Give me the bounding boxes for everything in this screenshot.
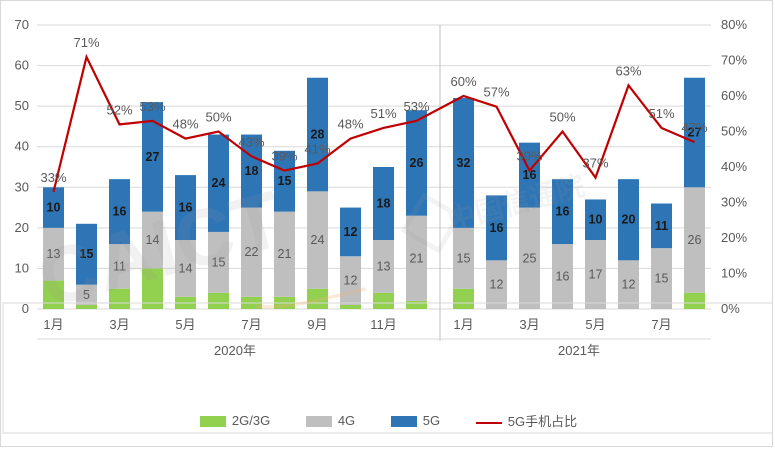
svg-text:13: 13 bbox=[377, 259, 391, 273]
svg-text:53%: 53% bbox=[403, 99, 429, 114]
svg-text:11: 11 bbox=[655, 219, 668, 233]
svg-text:10%: 10% bbox=[721, 266, 747, 281]
svg-text:50%: 50% bbox=[721, 124, 747, 139]
svg-text:48%: 48% bbox=[337, 117, 363, 132]
svg-text:60%: 60% bbox=[450, 74, 476, 89]
svg-text:10: 10 bbox=[47, 201, 61, 215]
svg-text:10: 10 bbox=[589, 213, 603, 227]
svg-text:25: 25 bbox=[523, 251, 537, 265]
svg-text:12: 12 bbox=[490, 278, 504, 292]
svg-text:40%: 40% bbox=[721, 159, 747, 174]
svg-text:7月: 7月 bbox=[241, 317, 261, 332]
svg-text:1月: 1月 bbox=[43, 317, 63, 332]
svg-text:80%: 80% bbox=[721, 17, 747, 32]
svg-text:27: 27 bbox=[146, 150, 160, 164]
svg-text:15: 15 bbox=[655, 272, 669, 286]
svg-text:21: 21 bbox=[278, 247, 292, 261]
svg-text:15: 15 bbox=[212, 255, 226, 269]
svg-text:39%: 39% bbox=[516, 149, 542, 164]
svg-text:24: 24 bbox=[212, 176, 226, 190]
svg-text:40: 40 bbox=[15, 139, 29, 154]
svg-text:22: 22 bbox=[245, 245, 259, 259]
svg-text:33%: 33% bbox=[40, 170, 66, 185]
svg-text:16: 16 bbox=[490, 221, 504, 235]
svg-text:5月: 5月 bbox=[175, 317, 195, 332]
svg-text:28: 28 bbox=[311, 128, 325, 142]
svg-text:21: 21 bbox=[410, 251, 424, 265]
svg-text:18: 18 bbox=[377, 197, 391, 211]
svg-text:7月: 7月 bbox=[651, 317, 671, 332]
svg-text:10: 10 bbox=[15, 260, 29, 275]
svg-text:63%: 63% bbox=[615, 63, 641, 78]
svg-text:48%: 48% bbox=[172, 117, 198, 132]
svg-text:9月: 9月 bbox=[307, 317, 327, 332]
svg-text:16: 16 bbox=[113, 205, 127, 219]
svg-text:2021年: 2021年 bbox=[558, 343, 600, 358]
svg-text:60%: 60% bbox=[721, 88, 747, 103]
svg-text:16: 16 bbox=[179, 201, 193, 215]
svg-text:15: 15 bbox=[457, 251, 471, 265]
svg-text:14: 14 bbox=[179, 261, 193, 275]
svg-text:41%: 41% bbox=[304, 141, 330, 156]
svg-text:11: 11 bbox=[113, 259, 126, 273]
svg-text:13: 13 bbox=[47, 247, 61, 261]
svg-text:12: 12 bbox=[344, 225, 358, 239]
svg-text:37%: 37% bbox=[582, 156, 608, 171]
svg-text:5: 5 bbox=[83, 288, 90, 302]
svg-text:12: 12 bbox=[622, 278, 636, 292]
svg-text:43%: 43% bbox=[238, 134, 264, 149]
svg-text:15: 15 bbox=[80, 247, 94, 261]
svg-text:11月: 11月 bbox=[370, 317, 397, 332]
svg-text:18: 18 bbox=[245, 164, 259, 178]
svg-text:50: 50 bbox=[15, 98, 29, 113]
svg-text:3月: 3月 bbox=[109, 317, 129, 332]
svg-text:70%: 70% bbox=[721, 53, 747, 68]
svg-text:71%: 71% bbox=[73, 35, 99, 50]
svg-text:20%: 20% bbox=[721, 230, 747, 245]
svg-text:5月: 5月 bbox=[585, 317, 605, 332]
svg-text:20: 20 bbox=[15, 220, 29, 235]
svg-text:15: 15 bbox=[278, 174, 292, 188]
svg-text:14: 14 bbox=[146, 233, 160, 247]
svg-text:51%: 51% bbox=[648, 106, 674, 121]
svg-text:50%: 50% bbox=[205, 110, 231, 125]
svg-text:20: 20 bbox=[622, 213, 636, 227]
svg-text:51%: 51% bbox=[370, 106, 396, 121]
svg-text:47%: 47% bbox=[681, 120, 707, 135]
svg-text:16: 16 bbox=[556, 270, 570, 284]
svg-text:3月: 3月 bbox=[519, 317, 539, 332]
svg-text:60: 60 bbox=[15, 58, 29, 73]
svg-text:57%: 57% bbox=[483, 85, 509, 100]
svg-text:16: 16 bbox=[556, 205, 570, 219]
svg-text:39%: 39% bbox=[271, 149, 297, 164]
svg-text:53%: 53% bbox=[139, 99, 165, 114]
svg-text:26: 26 bbox=[410, 156, 424, 170]
svg-text:12: 12 bbox=[344, 274, 358, 288]
svg-text:50%: 50% bbox=[549, 110, 575, 125]
svg-text:1月: 1月 bbox=[453, 317, 473, 332]
svg-text:70: 70 bbox=[15, 17, 29, 32]
svg-text:30%: 30% bbox=[721, 195, 747, 210]
svg-text:30: 30 bbox=[15, 179, 29, 194]
svg-text:2020年: 2020年 bbox=[214, 343, 256, 358]
svg-text:26: 26 bbox=[688, 233, 702, 247]
svg-text:52%: 52% bbox=[106, 102, 132, 117]
svg-text:24: 24 bbox=[311, 233, 325, 247]
svg-text:17: 17 bbox=[589, 268, 603, 282]
svg-text:32: 32 bbox=[457, 156, 471, 170]
